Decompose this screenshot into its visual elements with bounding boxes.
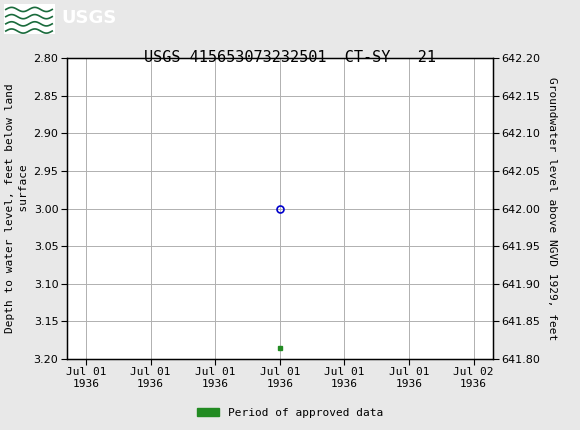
Text: USGS 415653073232501  CT-SY   21: USGS 415653073232501 CT-SY 21: [144, 50, 436, 64]
Y-axis label: Groundwater level above NGVD 1929, feet: Groundwater level above NGVD 1929, feet: [547, 77, 557, 340]
Text: USGS: USGS: [61, 9, 116, 27]
Y-axis label: Depth to water level, feet below land
      surface: Depth to water level, feet below land su…: [5, 84, 30, 333]
Bar: [5, 5, 54, 33]
Legend: Period of approved data: Period of approved data: [193, 403, 387, 422]
